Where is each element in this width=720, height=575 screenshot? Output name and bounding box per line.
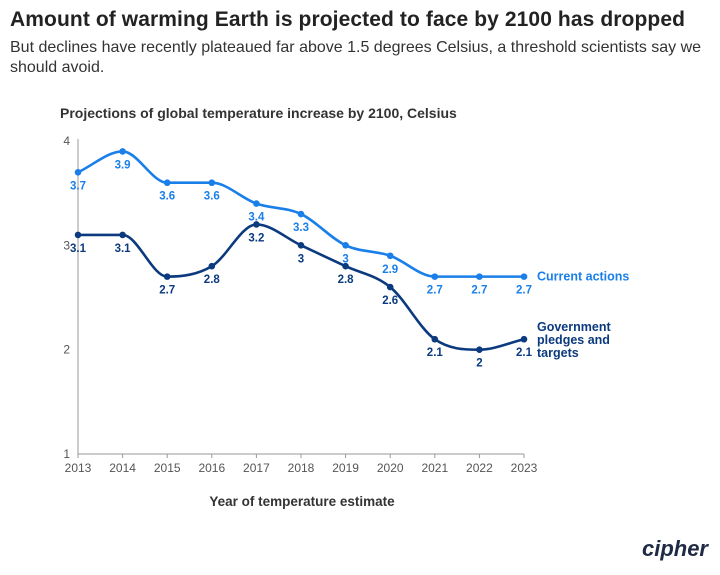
x-tick-label: 2022 [466,461,493,475]
data-point-current-actions [386,252,394,260]
data-point-current-actions [520,273,528,280]
series-label-current-actions: Current actions [537,270,629,284]
data-label-current-actions: 3.9 [115,159,131,171]
x-tick-label: 2013 [65,461,92,475]
y-axis: 1 2 3 4 [63,134,79,461]
data-point-current-actions [74,169,82,176]
data-label-pledges: 3.1 [115,243,132,255]
data-label-current-actions: 3 [342,253,348,265]
data-label-pledges: 2.7 [159,285,175,297]
x-axis-title: Year of temperature estimate [209,494,395,509]
y-tick-label: 4 [63,134,70,148]
data-label-current-actions: 3.6 [159,191,175,203]
data-label-current-actions: 3.7 [70,180,86,192]
data-label-pledges: 2 [476,358,482,370]
series-lines [76,150,526,351]
data-point-pledges [74,231,82,239]
data-point-pledges [253,221,260,228]
subheadline: But declines have recently plateaued far… [10,39,702,76]
data-label-current-actions: 2.9 [382,264,398,276]
data-point-pledges [119,231,126,239]
x-tick-label: 2019 [332,461,359,475]
series-label-pledges: Government pledges and targets [537,320,611,360]
y-tick-label: 3 [63,238,70,252]
x-tick-label: 2020 [377,461,404,475]
x-axis: 2013 2014 2015 2016 2017 2018 2019 2020 2021 2022… [65,453,538,475]
x-tick-label: 2017 [243,461,270,475]
data-label-current-actions: 3.6 [204,191,220,203]
x-tick-label: 2015 [154,461,181,475]
data-point-pledges [163,273,171,280]
data-label-pledges: 3.2 [248,232,264,244]
data-point-current-actions [342,242,349,249]
data-point-pledges [342,262,349,270]
data-label-current-actions: 3.3 [293,222,309,234]
y-tick-label: 1 [63,447,70,461]
data-label-current-actions: 2.7 [427,285,443,297]
x-tick-label: 2014 [109,461,136,475]
y-tick-label: 2 [63,343,70,357]
data-point-pledges [208,262,216,270]
series-labels: Current actions Government pledges and targ… [537,270,629,360]
data-point-current-actions [431,273,439,280]
data-point-current-actions [253,200,260,207]
x-tick-label: 2018 [288,461,315,475]
data-label-pledges: 2.1 [427,347,444,359]
data-point-pledges [386,283,394,291]
data-point-current-actions [297,210,305,218]
series-points [74,148,528,353]
headline: Amount of warming Earth is projected to … [10,8,686,31]
data-labels: 3.7 3.9 3.6 3.6 3.4 3.3 3 2.9 2.7 2.7 2.7 3.1 3.1 2.7… [70,159,533,369]
data-label-current-actions: 3.4 [248,212,265,224]
data-label-current-actions: 2.7 [471,285,487,297]
data-label-pledges: 2.8 [338,274,355,286]
data-point-pledges [297,242,305,249]
data-label-pledges: 3.1 [70,243,87,255]
data-point-current-actions [119,148,126,155]
data-point-pledges [431,335,439,343]
x-tick-label: 2016 [198,461,225,475]
data-label-pledges: 2.6 [382,295,398,307]
data-point-current-actions [208,179,216,187]
data-point-current-actions [163,179,171,187]
x-tick-label: 2021 [421,461,448,475]
data-label-current-actions: 2.7 [516,285,532,297]
data-point-current-actions [476,273,483,280]
x-tick-label: 2023 [511,461,538,475]
brand-logo: cipher [642,536,709,561]
chart-title: Projections of global temperature increa… [60,105,457,121]
data-point-pledges [476,346,483,353]
data-point-pledges [520,335,528,343]
data-label-pledges: 3 [298,253,304,265]
data-label-pledges: 2.8 [204,274,221,286]
data-label-pledges: 2.1 [516,347,533,359]
